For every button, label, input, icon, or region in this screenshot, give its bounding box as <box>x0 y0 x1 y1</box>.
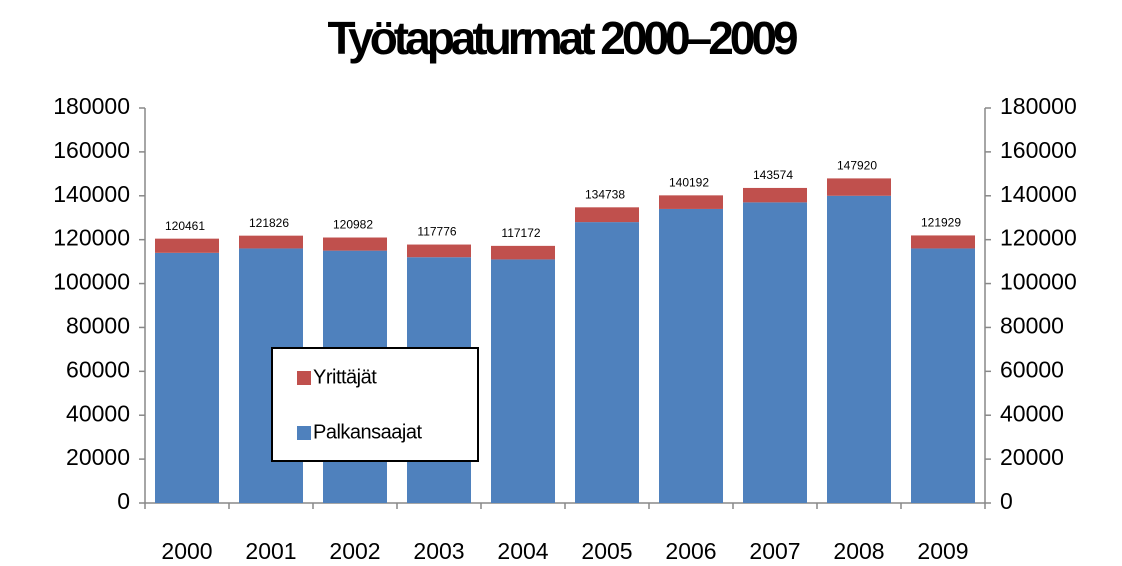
y2-tick-label: 20000 <box>1000 444 1064 470</box>
total-label: 134738 <box>585 187 625 201</box>
bar-segment <box>323 237 387 251</box>
x-tick-label: 2003 <box>413 538 464 564</box>
y-tick-label: 120000 <box>53 225 130 251</box>
bar-segment <box>743 187 807 203</box>
x-tick-label: 2006 <box>665 538 716 564</box>
total-label: 117172 <box>501 226 540 240</box>
bar-segment <box>659 195 723 209</box>
bar-segment <box>575 207 639 223</box>
x-tick-label: 2002 <box>329 538 380 564</box>
bar-segment <box>491 259 555 503</box>
y2-tick-label: 80000 <box>1000 313 1064 339</box>
x-tick-label: 2009 <box>917 538 968 564</box>
y2-tick-label: 160000 <box>1000 137 1077 163</box>
y2-tick-label: 140000 <box>1000 181 1077 207</box>
y2-tick-label: 0 <box>1000 488 1013 514</box>
y-tick-label: 160000 <box>53 137 130 163</box>
y2-tick-label: 40000 <box>1000 400 1064 426</box>
bar-segment <box>911 248 975 503</box>
x-tick-label: 2004 <box>497 538 548 564</box>
bar-segment <box>239 235 303 249</box>
y-tick-label: 60000 <box>66 356 130 382</box>
legend-box <box>271 347 479 462</box>
bar-segment <box>155 252 219 503</box>
x-tick-label: 2000 <box>161 538 212 564</box>
legend-swatch <box>297 371 311 385</box>
bar-segment <box>407 244 471 258</box>
bar-segment <box>659 208 723 503</box>
y2-tick-label: 60000 <box>1000 356 1064 382</box>
total-label: 120982 <box>333 218 373 232</box>
y-tick-label: 80000 <box>66 313 130 339</box>
y-tick-label: 180000 <box>53 93 130 119</box>
x-tick-label: 2001 <box>245 538 296 564</box>
total-label: 121826 <box>249 216 289 230</box>
legend-label: Palkansaajat <box>313 421 422 443</box>
bar-segment <box>827 178 891 196</box>
total-label: 117776 <box>417 225 456 239</box>
y-tick-label: 40000 <box>66 400 130 426</box>
total-label: 143574 <box>753 168 793 182</box>
total-label: 121929 <box>921 216 961 230</box>
bar-segment <box>575 222 639 503</box>
bar-segment <box>827 195 891 503</box>
y-tick-label: 100000 <box>53 269 130 295</box>
y-tick-label: 140000 <box>53 181 130 207</box>
chart-title: Työtapaturmat 2000–2009 <box>327 12 797 64</box>
y-tick-label: 20000 <box>66 444 130 470</box>
y2-tick-label: 100000 <box>1000 269 1077 295</box>
bar-segment <box>155 238 219 253</box>
x-tick-label: 2008 <box>833 538 884 564</box>
bar-segment <box>743 202 807 503</box>
x-tick-label: 2007 <box>749 538 800 564</box>
bar-segment <box>911 235 975 249</box>
y-tick-label: 0 <box>117 488 130 514</box>
legend-label: Yrittäjät <box>313 366 377 388</box>
y2-tick-label: 120000 <box>1000 225 1077 251</box>
total-label: 120461 <box>165 219 205 233</box>
total-label: 140192 <box>669 176 709 190</box>
legend-swatch <box>297 426 311 440</box>
y2-tick-label: 180000 <box>1000 93 1077 119</box>
x-tick-label: 2005 <box>581 538 632 564</box>
total-label: 147920 <box>837 159 877 173</box>
bar-segment <box>491 245 555 260</box>
